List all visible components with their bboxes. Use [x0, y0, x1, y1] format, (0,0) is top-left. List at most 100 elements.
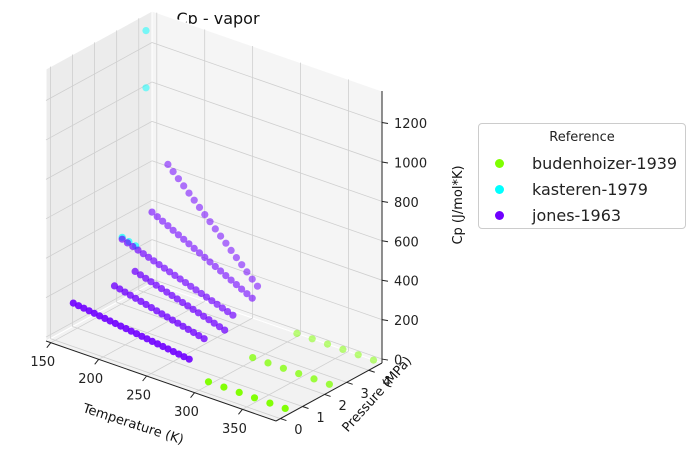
data-point-jones-1963	[227, 246, 235, 254]
z-tick-label: 1200	[394, 117, 427, 132]
y-gridline	[50, 338, 281, 419]
data-point-jones-1963	[153, 213, 161, 221]
data-point-jones-1963	[157, 285, 166, 293]
data-point-budenhoizer-1939	[220, 383, 228, 391]
y-tick-mark	[302, 406, 309, 409]
data-point-jones-1963	[208, 297, 216, 305]
data-point-jones-1963	[222, 272, 230, 280]
data-point-budenhoizer-1939	[310, 375, 318, 383]
z-tick-mark	[381, 161, 389, 164]
z-tick-label: 600	[394, 235, 419, 250]
data-point-jones-1963	[179, 298, 187, 307]
chart-title: Cp - vapor	[176, 9, 259, 28]
y-gridline	[138, 289, 369, 371]
z-gridline	[151, 160, 383, 242]
data-point-jones-1963	[158, 310, 166, 318]
data-point-jones-1963	[243, 268, 251, 276]
data-point-budenhoizer-1939	[249, 354, 257, 362]
z-tick-mark	[381, 200, 389, 203]
y-gridline	[72, 326, 303, 407]
data-point-jones-1963	[110, 282, 119, 290]
z-gridline	[151, 120, 383, 202]
z-tick-label: 0	[394, 354, 402, 369]
x-tick-label: 250	[126, 389, 151, 404]
data-point-jones-1963	[148, 208, 156, 216]
data-point-kasteren-1979	[142, 84, 150, 92]
data-points	[69, 27, 378, 412]
data-point-jones-1963	[150, 257, 158, 265]
data-point-jones-1963	[174, 175, 182, 183]
y-axis-line	[275, 362, 383, 422]
data-point-jones-1963	[202, 293, 211, 301]
x-gridline	[98, 300, 205, 360]
legend-item-jones-1963: jones-1963	[495, 204, 621, 226]
y-tick-label: 1	[316, 411, 324, 426]
data-point-jones-1963	[184, 302, 192, 310]
legend-item-budenhoizer-1939: budenhoizer-1939	[495, 152, 677, 174]
data-point-jones-1963	[121, 288, 129, 296]
data-point-jones-1963	[195, 332, 203, 340]
data-point-budenhoizer-1939	[339, 345, 347, 353]
data-point-jones-1963	[205, 316, 213, 324]
x-tick-label: 150	[30, 355, 55, 370]
z-tick-mark	[381, 122, 389, 125]
data-point-jones-1963	[142, 274, 150, 282]
data-point-jones-1963	[174, 319, 182, 327]
data-point-jones-1963	[118, 235, 126, 243]
data-point-budenhoizer-1939	[204, 378, 213, 386]
data-point-jones-1963	[159, 217, 167, 225]
data-point-jones-1963	[195, 203, 204, 211]
data-point-jones-1963	[190, 328, 198, 337]
z-gridline	[151, 42, 383, 123]
data-point-jones-1963	[171, 271, 179, 279]
data-point-jones-1963	[201, 211, 209, 219]
data-point-jones-1963	[134, 246, 142, 254]
data-point-jones-1963	[218, 304, 226, 312]
data-point-jones-1963	[221, 326, 229, 334]
y-tick-label: 4	[383, 375, 391, 390]
data-point-budenhoizer-1939	[308, 335, 316, 343]
x-axis-label: Temperature (K)	[80, 401, 186, 448]
data-point-jones-1963	[253, 282, 262, 290]
data-point-jones-1963	[163, 313, 171, 321]
data-point-jones-1963	[164, 222, 172, 230]
data-point-jones-1963	[190, 196, 198, 204]
legend-item-kasteren-1979: kasteren-1979	[495, 178, 648, 200]
data-point-jones-1963	[190, 244, 198, 252]
x-gridline	[194, 334, 301, 394]
x-tick-mark	[238, 409, 243, 415]
z-tick-label: 400	[394, 275, 419, 290]
x-tick-mark	[94, 359, 100, 365]
data-point-jones-1963	[181, 279, 190, 287]
data-point-jones-1963	[238, 285, 246, 293]
data-point-budenhoizer-1939	[266, 399, 274, 407]
x-gridline	[50, 284, 157, 344]
y-gridline	[116, 301, 347, 383]
data-point-jones-1963	[215, 323, 224, 331]
data-point-jones-1963	[232, 281, 240, 289]
data-point-budenhoizer-1939	[264, 359, 272, 367]
y-tick-mark	[280, 418, 287, 422]
legend: Reference budenhoizer-1939 kasteren-1979…	[478, 123, 686, 229]
data-point-jones-1963	[248, 275, 256, 283]
z-axis-label: Cp (J/mol*K)	[451, 165, 466, 244]
x-tick-label: 300	[174, 405, 199, 420]
z-gridline	[151, 239, 383, 321]
data-point-jones-1963	[185, 240, 193, 248]
data-point-jones-1963	[238, 261, 246, 269]
x-tick-mark	[46, 342, 52, 348]
z-tick-label: 1000	[394, 156, 427, 171]
data-point-jones-1963	[224, 308, 232, 316]
data-point-jones-1963	[163, 288, 171, 296]
legend-label: kasteren-1979	[532, 179, 648, 199]
data-point-jones-1963	[131, 267, 139, 275]
data-point-jones-1963	[195, 249, 204, 257]
data-point-jones-1963	[174, 231, 182, 239]
data-point-jones-1963	[211, 262, 219, 271]
data-point-jones-1963	[213, 300, 221, 308]
z-tick-label: 800	[394, 196, 419, 211]
legend-marker	[495, 184, 504, 194]
data-point-jones-1963	[169, 168, 177, 176]
